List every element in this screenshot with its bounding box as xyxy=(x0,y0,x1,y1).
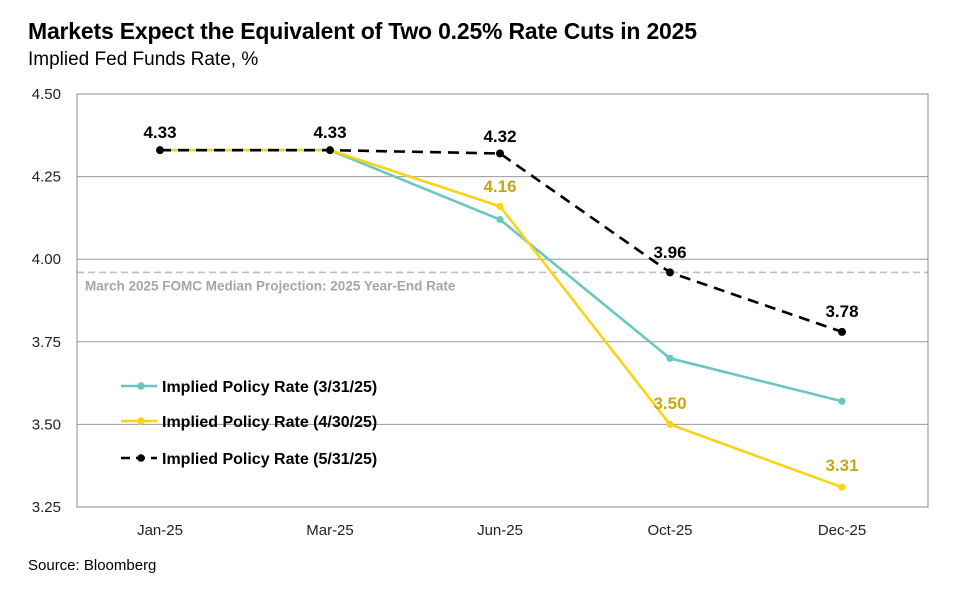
series-2-point xyxy=(666,420,674,428)
y-tick-label: 3.25 xyxy=(32,499,61,516)
data-label: 3.96 xyxy=(653,243,686,262)
source-note: Source: Bloomberg xyxy=(28,557,157,574)
series-3-point xyxy=(838,327,846,336)
x-tick-label: Jan-25 xyxy=(137,522,183,539)
data-label: 3.50 xyxy=(653,394,686,413)
data-label: 4.32 xyxy=(483,127,516,146)
legend-label-3: Implied Policy Rate (5/31/25) xyxy=(162,451,377,468)
x-tick-label: Mar-25 xyxy=(306,522,354,539)
data-label: 4.33 xyxy=(143,123,176,142)
series-1-point xyxy=(838,397,846,405)
y-tick-label: 3.50 xyxy=(32,416,61,433)
series-3-point xyxy=(156,146,164,155)
legend-marker-3 xyxy=(137,454,145,462)
series-line-3 xyxy=(160,148,843,334)
legend-marker-1 xyxy=(137,382,145,390)
plot-frame xyxy=(76,93,929,508)
legend-label-1: Implied Policy Rate (3/31/25) xyxy=(162,379,377,396)
data-label: 3.31 xyxy=(825,456,858,475)
chart-title: Markets Expect the Equivalent of Two 0.2… xyxy=(28,18,697,44)
data-label: 4.16 xyxy=(483,177,516,196)
series-3-point xyxy=(666,268,674,277)
legend-label-2: Implied Policy Rate (4/30/25) xyxy=(162,414,377,431)
series-2-point xyxy=(838,483,846,491)
chart-subtitle: Implied Fed Funds Rate, % xyxy=(28,49,259,70)
x-tick-label: Oct-25 xyxy=(647,522,692,539)
y-tick-label: 4.25 xyxy=(32,169,61,186)
series-2-point xyxy=(496,202,504,210)
series-3-point xyxy=(496,149,504,158)
y-tick-label: 4.50 xyxy=(32,86,61,103)
x-tick-label: Dec-25 xyxy=(818,522,866,539)
legend-marker-2 xyxy=(137,417,145,425)
data-label: 3.78 xyxy=(825,302,858,321)
y-tick-label: 4.00 xyxy=(32,251,61,268)
series-line-2 xyxy=(160,148,843,489)
series-1-point xyxy=(666,354,674,362)
reference-line-label: March 2025 FOMC Median Projection: 2025 … xyxy=(85,278,456,293)
x-tick-label: Jun-25 xyxy=(477,522,523,539)
series-1-point xyxy=(496,215,504,224)
y-tick-label: 3.75 xyxy=(32,334,61,351)
data-label: 4.33 xyxy=(313,123,346,142)
series-3-point xyxy=(326,146,334,155)
